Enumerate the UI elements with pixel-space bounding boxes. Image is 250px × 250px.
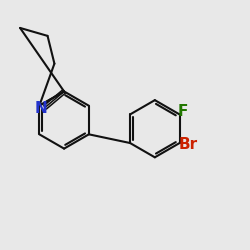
Text: N: N — [34, 101, 47, 116]
Text: F: F — [178, 104, 188, 119]
Text: Br: Br — [179, 137, 198, 152]
